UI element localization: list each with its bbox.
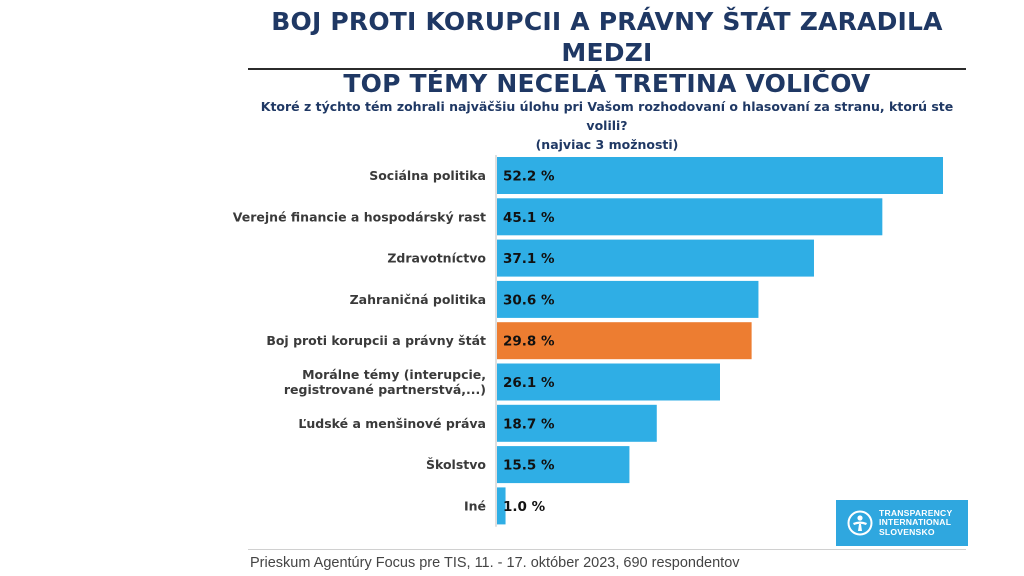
question-note: (najviac 3 možnosti) xyxy=(535,137,679,152)
bar-value-label: 29.8 % xyxy=(503,334,555,350)
logo-line-3: SLOVENSKO xyxy=(879,526,935,537)
bar-value-label: 15.5 % xyxy=(503,458,555,474)
category-label-line: Zahraničná politika xyxy=(350,292,486,307)
bar xyxy=(497,404,657,442)
logo-line-1: TRANSPARENCY xyxy=(879,507,953,518)
bar xyxy=(497,446,630,484)
bar-value-label: 18.7 % xyxy=(503,416,555,432)
category-label: Ľudské a menšinové práva xyxy=(298,416,486,431)
bar xyxy=(497,487,506,525)
question-text: Ktoré z týchto tém zohrali najväčšiu úlo… xyxy=(260,99,954,133)
bar-value-label: 37.1 % xyxy=(503,251,555,267)
bar-value-label: 52.2 % xyxy=(503,169,555,185)
bar-value-label: 45.1 % xyxy=(503,210,555,226)
category-label: Školstvo xyxy=(426,457,486,472)
source-note: Prieskum Agentúry Focus pre TIS, 11. - 1… xyxy=(250,555,740,571)
chart-title-line-1: BOJ PROTI KORUPCII A PRÁVNY ŠTÁT ZARADIL… xyxy=(271,7,943,67)
bar-value-label: 30.6 % xyxy=(503,292,555,308)
category-label: Verejné financie a hospodárský rast xyxy=(233,209,486,224)
category-label: Zahraničná politika xyxy=(350,292,486,307)
category-label: Boj proti korupcii a právny štát xyxy=(266,333,486,348)
category-label: Zdravotníctvo xyxy=(387,251,486,266)
bar xyxy=(497,239,814,277)
survey-question: Ktoré z týchto tém zohrali najväčšiu úlo… xyxy=(248,97,966,154)
bar xyxy=(497,157,943,194)
category-label-line: Boj proti korupcii a právny štát xyxy=(266,333,486,348)
bar xyxy=(497,363,720,401)
ti-logo-icon xyxy=(847,510,873,536)
category-label-line: registrované partnerstvá,...) xyxy=(284,382,486,397)
category-label-line: Morálne témy (interupcie, xyxy=(302,367,486,382)
bar xyxy=(497,198,883,236)
category-label: Iné xyxy=(464,498,486,513)
bar xyxy=(497,322,752,360)
chart-title-line-2: TOP TÉMY NECELÁ TRETINA VOLIČOV xyxy=(343,69,871,98)
transparency-logo: TRANSPARENCY INTERNATIONAL SLOVENSKO xyxy=(836,500,968,546)
category-label-line: Iné xyxy=(464,498,486,513)
category-label-line: Zdravotníctvo xyxy=(387,251,486,266)
bar-value-label: 1.0 % xyxy=(503,499,546,515)
logo-text: TRANSPARENCY INTERNATIONAL SLOVENSKO xyxy=(879,507,953,538)
category-label-line: Ľudské a menšinové práva xyxy=(298,416,486,431)
bar-value-label: 26.1 % xyxy=(503,375,555,391)
title-divider xyxy=(248,68,966,70)
category-label: Sociálna politika xyxy=(369,168,486,183)
chart-title: BOJ PROTI KORUPCII A PRÁVNY ŠTÁT ZARADIL… xyxy=(248,6,966,99)
category-label-line: Sociálna politika xyxy=(369,168,486,183)
logo-line-2: INTERNATIONAL xyxy=(879,517,952,528)
bar xyxy=(497,280,759,318)
category-label-line: Školstvo xyxy=(426,457,486,472)
category-label: Morálne témy (interupcie, registrované pa… xyxy=(284,367,486,397)
footer-divider xyxy=(248,549,966,550)
category-label-line: Verejné financie a hospodárský rast xyxy=(233,209,486,224)
